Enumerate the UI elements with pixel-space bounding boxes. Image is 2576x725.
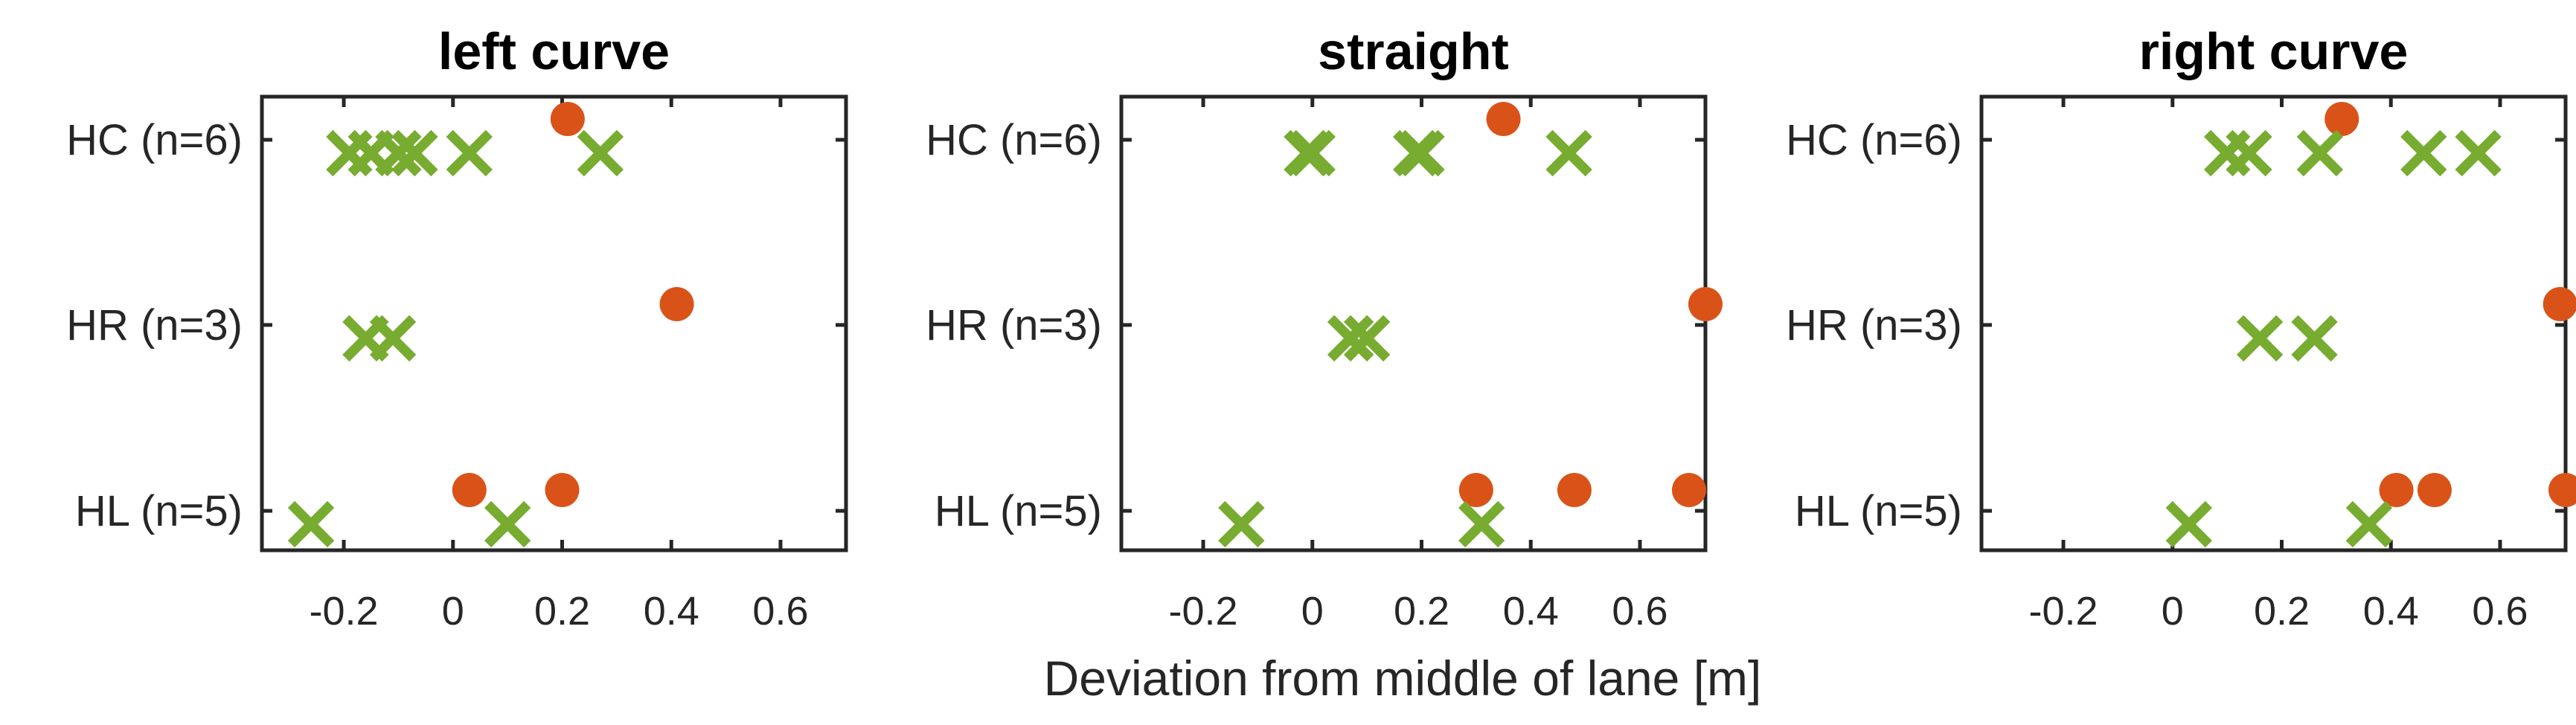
data-point-circle xyxy=(659,287,694,321)
data-point-cross xyxy=(446,129,493,177)
data-point-cross xyxy=(577,129,624,177)
x-tick-label: 0.6 xyxy=(2472,589,2528,634)
cross-stroke xyxy=(446,129,493,177)
data-point-circle xyxy=(1458,473,1493,507)
cross-stroke xyxy=(369,315,417,362)
data-point-cross xyxy=(1545,129,1592,177)
chart-title-right-curve: right curve xyxy=(2139,22,2409,80)
data-point-cross xyxy=(2345,500,2393,548)
data-point-circle xyxy=(1688,287,1723,321)
data-point-cross xyxy=(2400,129,2447,177)
x-tick-label: 0.4 xyxy=(2363,589,2419,634)
data-point-cross xyxy=(2455,129,2502,177)
data-point-cross xyxy=(2291,315,2338,362)
y-tick-label: HR (n=3) xyxy=(66,301,243,349)
data-point-cross xyxy=(1289,129,1336,177)
cross-stroke xyxy=(577,129,624,177)
data-point-cross xyxy=(1343,315,1391,362)
chart-title-left-curve: left curve xyxy=(438,22,670,80)
data-point-cross xyxy=(1218,500,1265,548)
cross-stroke xyxy=(2226,129,2272,177)
data-point-circle xyxy=(2548,473,2576,507)
cross-stroke xyxy=(2296,129,2344,177)
x-tick-label: 0.2 xyxy=(2254,589,2310,634)
data-point-circle xyxy=(1671,473,1706,507)
data-point-cross xyxy=(1458,500,1505,548)
data-point-cross xyxy=(287,500,335,548)
y-tick-label: HC (n=6) xyxy=(1786,116,1962,164)
chart-title-straight: straight xyxy=(1318,22,1509,80)
cross-stroke xyxy=(1545,129,1592,177)
y-tick-label: HL (n=5) xyxy=(935,487,1102,535)
data-point-circle xyxy=(452,473,487,507)
cross-stroke xyxy=(2291,315,2338,362)
cross-stroke xyxy=(2400,129,2447,177)
x-tick-label: 0.2 xyxy=(534,589,590,634)
x-tick-label: -0.2 xyxy=(1169,589,1238,634)
x-tick-label: 0 xyxy=(442,589,464,634)
panels: left curve HC (n=6) HR (n=3) HL (n=5) -0.2 0 0… xyxy=(66,22,2576,634)
y-tick-label: HR (n=3) xyxy=(926,301,1102,349)
cross-stroke xyxy=(2236,315,2284,362)
data-point-circle xyxy=(545,473,580,507)
data-point-cross xyxy=(1398,129,1445,177)
cross-stroke xyxy=(391,129,438,177)
y-tick-label: HL (n=5) xyxy=(75,487,243,535)
x-tick-label: 0 xyxy=(2162,589,2184,634)
data-point-circle xyxy=(550,102,585,136)
cross-stroke xyxy=(484,500,531,548)
x-axis-label: Deviation from middle of lane [m] xyxy=(1044,651,1762,706)
x-tick-label: 0.2 xyxy=(1394,589,1449,634)
data-point-circle xyxy=(1486,102,1521,136)
cross-stroke xyxy=(1218,500,1265,548)
data-point-cross xyxy=(2165,500,2212,548)
data-point-cross xyxy=(2236,315,2284,362)
data-point-cross xyxy=(391,129,438,177)
x-tick-label: 0.4 xyxy=(1503,589,1559,634)
cross-stroke xyxy=(1398,129,1445,177)
data-point-circle xyxy=(2417,473,2452,507)
cross-stroke xyxy=(1289,129,1336,177)
data-point-circle xyxy=(2543,287,2576,321)
x-tick-label: 0.6 xyxy=(752,589,808,634)
data-point-cross xyxy=(2296,129,2344,177)
data-point-cross xyxy=(369,315,417,362)
x-tick-label: -0.2 xyxy=(310,589,379,634)
cross-stroke xyxy=(2455,129,2502,177)
y-tick-label: HL (n=5) xyxy=(1795,487,1962,535)
data-point-circle xyxy=(2325,102,2359,136)
cross-stroke xyxy=(1343,315,1391,362)
data-point-circle xyxy=(2379,473,2414,507)
data-point-cross xyxy=(484,500,531,548)
y-tick-label: HR (n=3) xyxy=(1786,301,1962,349)
x-tick-label: 0.6 xyxy=(1612,589,1667,634)
cross-stroke xyxy=(287,500,335,548)
data-point-circle xyxy=(1557,473,1592,507)
x-tick-label: -0.2 xyxy=(2029,589,2098,634)
panel-right-curve: right curve HC (n=6) HR (n=3) HL (n=5) -0.2 0… xyxy=(1786,22,2576,634)
panel-straight: straight HC (n=6) HR (n=3) HL (n=5) -0.2 0 0.2… xyxy=(926,22,1723,634)
cross-stroke xyxy=(2345,500,2393,548)
x-tick-label: 0 xyxy=(1301,589,1324,634)
cross-stroke xyxy=(1458,500,1505,548)
y-tick-label: HC (n=6) xyxy=(66,116,243,164)
panel-left-curve: left curve HC (n=6) HR (n=3) HL (n=5) -0.2 0 0… xyxy=(66,22,848,634)
data-point-cross xyxy=(2226,129,2272,177)
cross-stroke xyxy=(2165,500,2212,548)
y-tick-label: HC (n=6) xyxy=(926,116,1102,164)
x-tick-label: 0.4 xyxy=(644,589,699,634)
